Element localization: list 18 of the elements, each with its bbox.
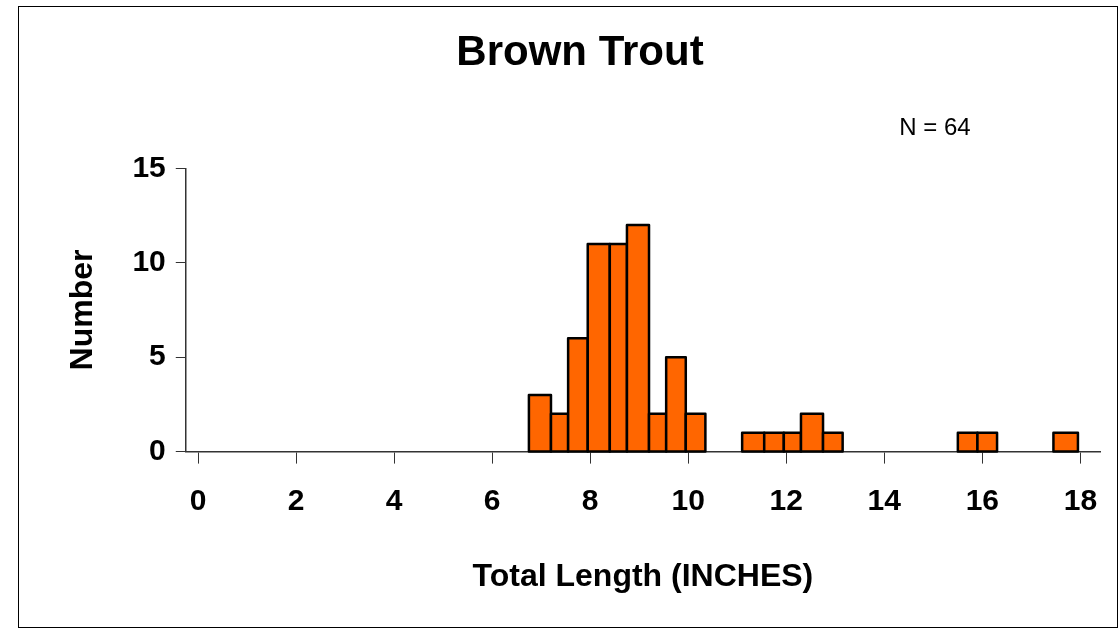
x-tick-label: 8 <box>581 482 599 516</box>
y-tick-label: 0 <box>149 432 166 466</box>
x-tick-label: 6 <box>483 482 501 516</box>
x-tick-label: 2 <box>287 482 305 516</box>
x-tick-label: 4 <box>385 482 403 516</box>
x-tick-label: 10 <box>671 482 705 516</box>
x-tick-label: 0 <box>189 482 207 516</box>
x-tick-label: 12 <box>769 482 803 516</box>
y-axis-title: Number <box>63 249 100 371</box>
x-tick-label: 14 <box>867 482 902 516</box>
chart-title: Brown Trout <box>456 26 704 74</box>
y-tick-label: 5 <box>149 338 166 372</box>
text: N = 64 <box>899 113 971 141</box>
x-axis-title: Total Length (INCHES) <box>472 556 814 593</box>
x-tick-label: 18 <box>1063 482 1098 516</box>
x-tick-label: 16 <box>965 482 1000 516</box>
y-tick-label: 10 <box>132 244 166 278</box>
y-tick-label: 15 <box>132 149 166 183</box>
